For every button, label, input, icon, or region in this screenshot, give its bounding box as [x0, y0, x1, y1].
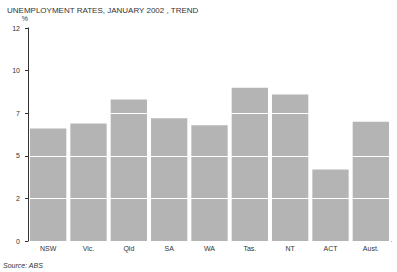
svg-text:7: 7 — [16, 110, 20, 117]
svg-text:12: 12 — [12, 25, 20, 32]
svg-text:Vic.: Vic. — [83, 245, 95, 252]
svg-text:NSW: NSW — [40, 245, 57, 252]
svg-text:%: % — [22, 15, 28, 22]
svg-text:2: 2 — [16, 195, 20, 202]
svg-text:Source: ABS: Source: ABS — [3, 262, 43, 269]
svg-text:Aust.: Aust. — [363, 245, 379, 252]
svg-text:SA: SA — [164, 245, 174, 252]
svg-text:5: 5 — [16, 152, 20, 159]
svg-text:Tas.: Tas. — [243, 245, 256, 252]
svg-text:ACT: ACT — [324, 245, 339, 252]
svg-text:WA: WA — [204, 245, 215, 252]
svg-text:UNEMPLOYMENT RATES, JANUARY 20: UNEMPLOYMENT RATES, JANUARY 2002 , TREND — [7, 6, 199, 15]
svg-text:0: 0 — [16, 238, 20, 245]
svg-text:Qld: Qld — [123, 245, 134, 253]
svg-text:10: 10 — [12, 67, 20, 74]
svg-text:NT: NT — [285, 245, 295, 252]
